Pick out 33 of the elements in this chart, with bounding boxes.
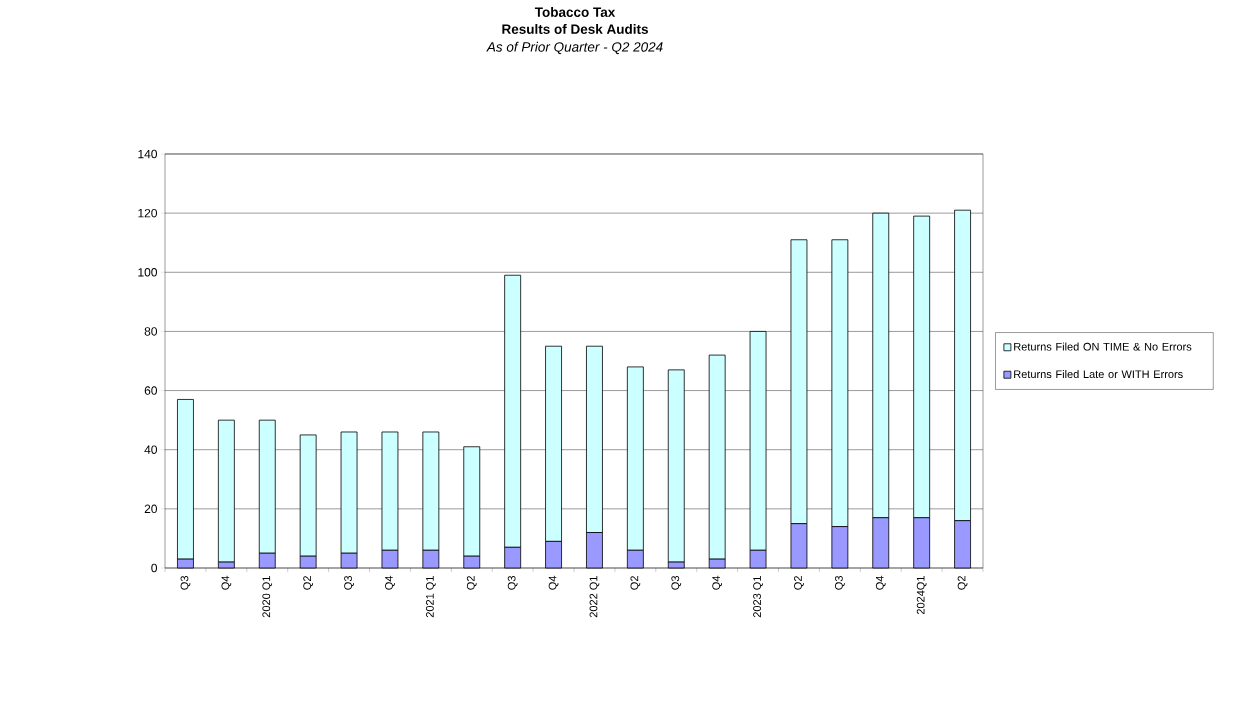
y-tick-label: 60 [144, 386, 158, 395]
x-tick-label: Q3 [180, 576, 191, 590]
x-tick-label: Q4 [221, 575, 232, 590]
y-tick-label: 140 [138, 149, 158, 159]
x-tick-label: 2021 Q1 [425, 576, 436, 618]
x-tick-label: Q4 [875, 575, 886, 590]
x-tick-label: Q3 [671, 576, 682, 590]
x-tick-label: Q3 [344, 576, 354, 590]
x-tick-label: Q2 [630, 576, 641, 590]
x-tick-label: Q2 [957, 576, 968, 590]
x-tick-label: Q3 [507, 576, 518, 590]
x-tick-label: Q4 [712, 575, 723, 590]
y-tick-label: 80 [144, 327, 158, 336]
y-tick-label: 20 [144, 504, 158, 514]
y-tick-label: 120 [138, 208, 158, 218]
x-tick-label: 2020 Q1 [262, 576, 273, 618]
x-tick-label: 2024Q1 [916, 576, 927, 615]
x-tick-label: Q2 [303, 576, 314, 590]
chart-title: Tobacco Tax [534, 7, 616, 17]
x-tick-label: Q2 [466, 576, 477, 590]
text: As of Prior Quarter - Q2 2024 [486, 41, 663, 55]
chart-subtitle: Results of Desk Audits [502, 24, 648, 34]
x-tick-label: Q4 [385, 575, 395, 590]
legend-label: Returns Filed Late or WITH Errors [1014, 369, 1183, 379]
y-tick-label: 100 [138, 268, 158, 277]
x-tick-label: Q3 [834, 576, 845, 590]
x-tick-label: 2023 Q1 [753, 576, 763, 618]
legend-label: Returns Filed ON TIME & No Errors [1014, 342, 1192, 351]
x-tick-label: Q2 [794, 576, 804, 590]
x-tick-label: 2022 Q1 [589, 576, 600, 618]
y-tick-label: 0 [151, 563, 158, 573]
y-tick-label: 40 [144, 445, 158, 454]
x-tick-label: Q4 [548, 575, 559, 590]
